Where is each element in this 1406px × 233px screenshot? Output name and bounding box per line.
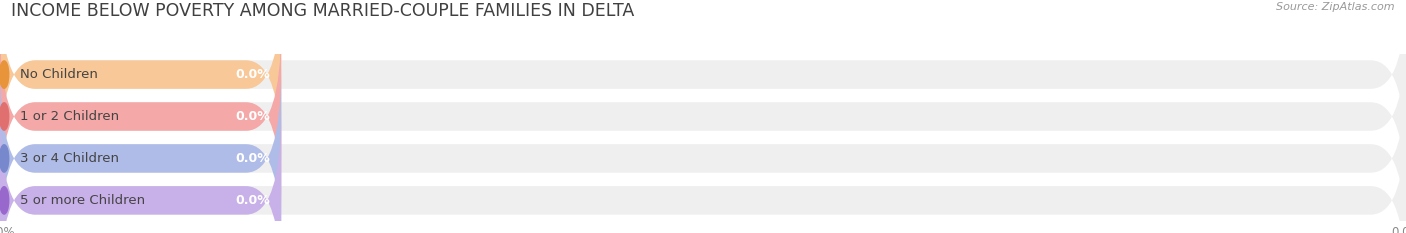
Text: 0.0%: 0.0%	[235, 68, 270, 81]
Text: 0.0%: 0.0%	[235, 110, 270, 123]
Text: 1 or 2 Children: 1 or 2 Children	[20, 110, 120, 123]
Text: No Children: No Children	[20, 68, 98, 81]
Circle shape	[0, 187, 8, 214]
FancyBboxPatch shape	[0, 0, 281, 165]
Circle shape	[0, 103, 8, 130]
Text: 3 or 4 Children: 3 or 4 Children	[20, 152, 120, 165]
Text: 0.0%: 0.0%	[235, 194, 270, 207]
FancyBboxPatch shape	[0, 68, 281, 233]
Circle shape	[0, 145, 8, 172]
FancyBboxPatch shape	[0, 110, 281, 233]
Text: 0.0%: 0.0%	[235, 152, 270, 165]
FancyBboxPatch shape	[0, 26, 1406, 207]
Text: 5 or more Children: 5 or more Children	[20, 194, 145, 207]
Text: INCOME BELOW POVERTY AMONG MARRIED-COUPLE FAMILIES IN DELTA: INCOME BELOW POVERTY AMONG MARRIED-COUPL…	[11, 2, 634, 20]
FancyBboxPatch shape	[0, 26, 281, 207]
FancyBboxPatch shape	[0, 68, 1406, 233]
FancyBboxPatch shape	[0, 0, 1406, 165]
Text: Source: ZipAtlas.com: Source: ZipAtlas.com	[1277, 2, 1395, 12]
Circle shape	[0, 61, 8, 88]
FancyBboxPatch shape	[0, 110, 1406, 233]
